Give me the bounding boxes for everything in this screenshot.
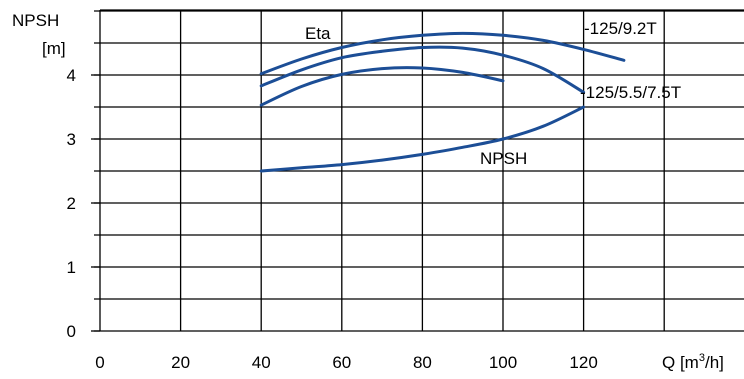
eta-curve-large-impeller: [259, 31, 626, 76]
x-axis-label-main: Q [m: [662, 353, 699, 372]
annotation-impeller-large: -125/9.2T: [584, 19, 657, 38]
x-tick-label: 20: [171, 353, 190, 372]
y-tick-label: 3: [67, 130, 76, 149]
chart-curves: [259, 31, 626, 173]
npsh-curve: [259, 105, 586, 173]
annotation-eta: Eta: [305, 24, 331, 43]
y-axis-label-line2: [m]: [42, 39, 66, 58]
eta-curve-small-impeller: [259, 66, 505, 107]
x-tick-label: 0: [95, 353, 104, 372]
x-tick-label: 120: [569, 353, 597, 372]
y-tick-label: 2: [67, 194, 76, 213]
eta-curve-medium-impeller: [259, 45, 586, 94]
y-axis-label-line1: NPSH: [12, 11, 59, 30]
x-axis-label: Q [m3/h]: [662, 352, 724, 372]
annotation-npsh: NPSH: [480, 149, 527, 168]
x-tick-label: 60: [332, 353, 351, 372]
y-tick-label: 0: [67, 322, 76, 341]
y-tick-label: 4: [67, 66, 76, 85]
x-tick-label: 80: [413, 353, 432, 372]
chart-grid: [91, 9, 744, 332]
x-tick-label: 100: [489, 353, 517, 372]
y-tick-label: 1: [67, 258, 76, 277]
x-axis-label-tail: /h]: [705, 353, 724, 372]
x-axis-label-sup: 3: [699, 352, 705, 364]
x-tick-label: 40: [252, 353, 271, 372]
annotation-impeller-small: -125/5.5/7.5T: [580, 83, 681, 102]
chart-tick-labels: 0 20 40 60 80 100 120 0 1 2 3 4: [67, 66, 598, 372]
